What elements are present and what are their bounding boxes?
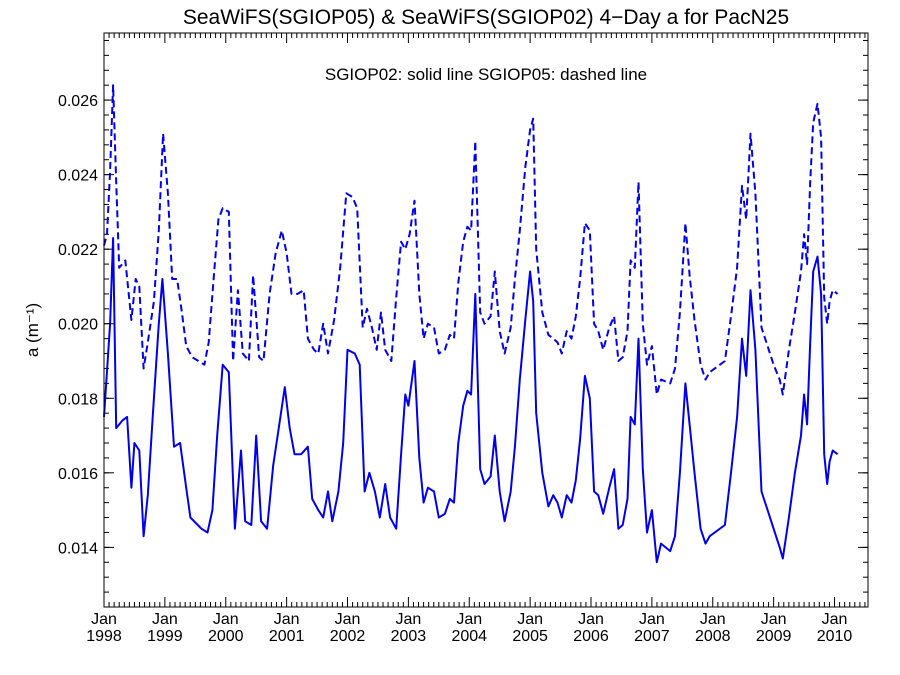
x-tick-month: Jan — [274, 611, 300, 628]
x-tick-month: Jan — [761, 611, 787, 628]
series-line-sgiop05 — [103, 84, 839, 396]
x-tick-month: Jan — [456, 611, 482, 628]
x-tick-month: Jan — [639, 611, 665, 628]
x-tick-year: 2000 — [208, 628, 244, 645]
x-tick-year: 2006 — [573, 628, 609, 645]
x-tick-month: Jan — [335, 611, 361, 628]
x-tick-month: Jan — [517, 611, 543, 628]
x-tick-year: 1999 — [147, 628, 183, 645]
x-tick-year: 2003 — [391, 628, 427, 645]
x-tick-year: 2005 — [512, 628, 548, 645]
y-tick-label: 0.022 — [58, 242, 98, 259]
x-tick-month: Jan — [822, 611, 848, 628]
x-tick-year: 2009 — [756, 628, 792, 645]
x-tick-year: 2010 — [817, 628, 853, 645]
x-tick-year: 2002 — [330, 628, 366, 645]
y-tick-label: 0.024 — [58, 168, 98, 185]
x-tick-year: 1998 — [86, 628, 122, 645]
x-tick-month: Jan — [578, 611, 604, 628]
x-tick-year: 2008 — [695, 628, 731, 645]
x-tick-month: Jan — [700, 611, 726, 628]
y-tick-label: 0.026 — [58, 93, 98, 110]
y-axis-label: a (m⁻¹) — [23, 303, 42, 357]
x-tick-month: Jan — [152, 611, 178, 628]
x-tick-month: Jan — [91, 611, 117, 628]
y-tick-label: 0.016 — [58, 466, 98, 483]
plot-area: 0.0140.0160.0180.0200.0220.0240.026Jan19… — [58, 33, 868, 645]
y-tick-label: 0.020 — [58, 317, 98, 334]
x-tick-month: Jan — [395, 611, 421, 628]
x-tick-year: 2001 — [269, 628, 305, 645]
x-tick-year: 2004 — [451, 628, 487, 645]
y-tick-label: 0.014 — [58, 540, 98, 557]
chart-title: SeaWiFS(SGIOP05) & SeaWiFS(SGIOP02) 4−Da… — [183, 6, 789, 29]
x-tick-year: 2007 — [634, 628, 670, 645]
plot-frame — [103, 32, 869, 608]
x-tick-month: Jan — [213, 611, 239, 628]
series-line-sgiop02 — [103, 237, 839, 564]
y-tick-label: 0.018 — [58, 391, 98, 408]
legend-annotation: SGIOP02: solid line SGIOP05: dashed line — [325, 65, 647, 84]
